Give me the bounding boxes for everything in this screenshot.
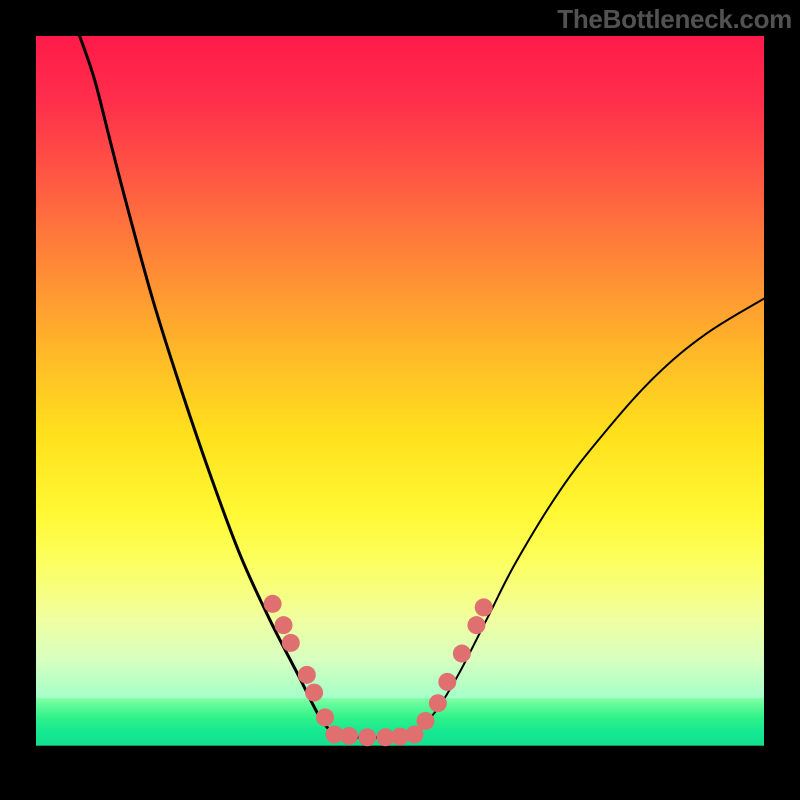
watermark-text: TheBottleneck.com [557,4,792,35]
curve-marker [340,727,358,745]
curve-marker [298,666,316,684]
curve-marker [358,728,376,746]
curve-marker [467,616,485,634]
curve-marker [316,708,334,726]
curve-marker [475,598,493,616]
curve-marker [438,673,456,691]
curve-marker [275,616,293,634]
curve-marker [305,684,323,702]
chart-svg [36,36,764,764]
chart-stage: TheBottleneck.com [0,0,800,800]
curve-marker [429,694,447,712]
curve-marker [416,712,434,730]
bottom-strip [36,746,764,764]
chart-plot-area [36,36,764,764]
curve-marker [453,645,471,663]
curve-marker [264,595,282,613]
gradient-area [36,36,764,698]
curve-marker [282,634,300,652]
